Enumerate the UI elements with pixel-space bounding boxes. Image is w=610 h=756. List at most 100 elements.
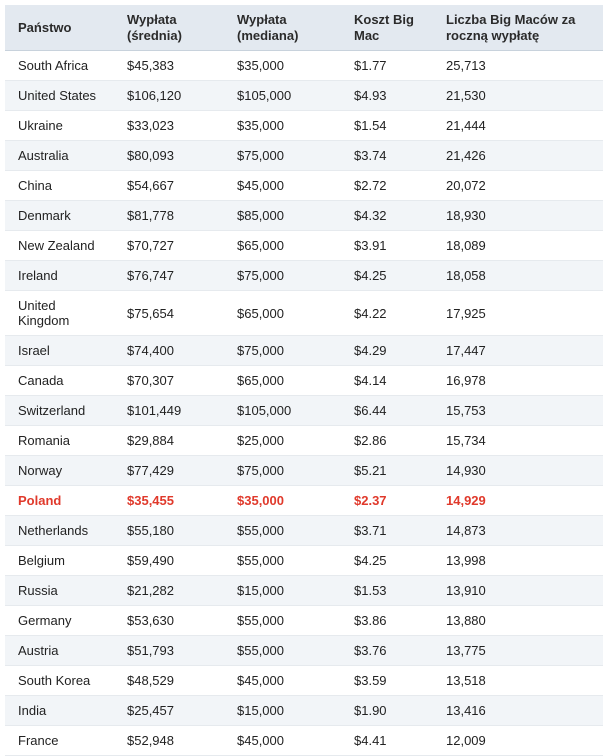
cell-mean-salary: $80,093 <box>114 140 224 171</box>
bigmac-table-container: Państwo Wypłata (średnia) Wypłata (media… <box>5 5 603 756</box>
table-row: Ireland $76,747 $75,000 $4.25 18,058 <box>5 260 603 291</box>
table-row: Poland $35,455 $35,000 $2.37 14,929 <box>5 485 603 516</box>
cell-median-salary: $75,000 <box>224 335 341 366</box>
cell-median-salary: $85,000 <box>224 200 341 231</box>
cell-mean-salary: $53,630 <box>114 605 224 636</box>
cell-bigmacs-count: 14,873 <box>433 515 603 546</box>
cell-country: South Korea <box>5 665 114 696</box>
cell-bigmacs-count: 18,058 <box>433 260 603 291</box>
cell-bigmac-cost: $1.90 <box>341 695 433 726</box>
table-row: Switzerland $101,449 $105,000 $6.44 15,753 <box>5 395 603 426</box>
cell-mean-salary: $25,457 <box>114 695 224 726</box>
table-row: Romania $29,884 $25,000 $2.86 15,734 <box>5 425 603 456</box>
table-row: Denmark $81,778 $85,000 $4.32 18,930 <box>5 200 603 231</box>
cell-bigmacs-count: 25,713 <box>433 50 603 81</box>
cell-bigmacs-count: 13,518 <box>433 665 603 696</box>
cell-country: Romania <box>5 425 114 456</box>
cell-mean-salary: $59,490 <box>114 545 224 576</box>
cell-median-salary: $35,000 <box>224 50 341 81</box>
table-row: Australia $80,093 $75,000 $3.74 21,426 <box>5 140 603 171</box>
table-row: Canada $70,307 $65,000 $4.14 16,978 <box>5 365 603 396</box>
cell-mean-salary: $48,529 <box>114 665 224 696</box>
cell-bigmacs-count: 16,978 <box>433 365 603 396</box>
cell-bigmac-cost: $2.37 <box>341 485 433 516</box>
cell-bigmacs-count: 18,930 <box>433 200 603 231</box>
cell-mean-salary: $70,307 <box>114 365 224 396</box>
cell-country: Australia <box>5 140 114 171</box>
table-header: Państwo Wypłata (średnia) Wypłata (media… <box>5 5 603 51</box>
cell-bigmac-cost: $4.32 <box>341 200 433 231</box>
table-row: China $54,667 $45,000 $2.72 20,072 <box>5 170 603 201</box>
header-bigmac-cost[interactable]: Koszt Big Mac <box>341 5 433 51</box>
table-row: South Korea $48,529 $45,000 $3.59 13,518 <box>5 665 603 696</box>
cell-country: Switzerland <box>5 395 114 426</box>
table-row: India $25,457 $15,000 $1.90 13,416 <box>5 695 603 726</box>
cell-bigmac-cost: $3.86 <box>341 605 433 636</box>
cell-country: Denmark <box>5 200 114 231</box>
cell-country: United States <box>5 80 114 111</box>
table-row: Netherlands $55,180 $55,000 $3.71 14,873 <box>5 515 603 546</box>
cell-median-salary: $105,000 <box>224 395 341 426</box>
cell-median-salary: $35,000 <box>224 485 341 516</box>
cell-country: United Kingdom <box>5 290 114 336</box>
cell-bigmac-cost: $6.44 <box>341 395 433 426</box>
cell-bigmacs-count: 15,753 <box>433 395 603 426</box>
cell-bigmac-cost: $4.41 <box>341 725 433 756</box>
cell-bigmacs-count: 13,416 <box>433 695 603 726</box>
header-bigmacs-per-salary[interactable]: Liczba Big Maców za roczną wypłatę <box>433 5 603 51</box>
table-row: Russia $21,282 $15,000 $1.53 13,910 <box>5 575 603 606</box>
table-row: New Zealand $70,727 $65,000 $3.91 18,089 <box>5 230 603 261</box>
cell-mean-salary: $101,449 <box>114 395 224 426</box>
cell-country: Austria <box>5 635 114 666</box>
cell-country: Canada <box>5 365 114 396</box>
cell-median-salary: $65,000 <box>224 290 341 336</box>
cell-bigmac-cost: $4.29 <box>341 335 433 366</box>
cell-bigmac-cost: $4.25 <box>341 545 433 576</box>
cell-mean-salary: $76,747 <box>114 260 224 291</box>
cell-bigmacs-count: 13,910 <box>433 575 603 606</box>
cell-mean-salary: $74,400 <box>114 335 224 366</box>
cell-bigmac-cost: $1.54 <box>341 110 433 141</box>
header-country[interactable]: Państwo <box>5 5 114 51</box>
cell-bigmacs-count: 21,444 <box>433 110 603 141</box>
cell-median-salary: $15,000 <box>224 575 341 606</box>
cell-bigmac-cost: $2.86 <box>341 425 433 456</box>
cell-bigmac-cost: $4.22 <box>341 290 433 336</box>
cell-mean-salary: $75,654 <box>114 290 224 336</box>
header-mean-salary[interactable]: Wypłata (średnia) <box>114 5 224 51</box>
cell-bigmacs-count: 13,880 <box>433 605 603 636</box>
cell-bigmac-cost: $4.93 <box>341 80 433 111</box>
table-row: Germany $53,630 $55,000 $3.86 13,880 <box>5 605 603 636</box>
cell-country: France <box>5 725 114 756</box>
header-median-salary[interactable]: Wypłata (mediana) <box>224 5 341 51</box>
table-row: Austria $51,793 $55,000 $3.76 13,775 <box>5 635 603 666</box>
cell-mean-salary: $70,727 <box>114 230 224 261</box>
cell-bigmac-cost: $5.21 <box>341 455 433 486</box>
cell-bigmac-cost: $4.25 <box>341 260 433 291</box>
cell-median-salary: $35,000 <box>224 110 341 141</box>
cell-country: Ukraine <box>5 110 114 141</box>
cell-bigmacs-count: 21,426 <box>433 140 603 171</box>
table-row: France $52,948 $45,000 $4.41 12,009 <box>5 725 603 756</box>
cell-country: India <box>5 695 114 726</box>
cell-bigmacs-count: 12,009 <box>433 725 603 756</box>
table-row: United States $106,120 $105,000 $4.93 21,530 <box>5 80 603 111</box>
cell-country: Israel <box>5 335 114 366</box>
cell-bigmacs-count: 20,072 <box>433 170 603 201</box>
cell-bigmacs-count: 13,775 <box>433 635 603 666</box>
cell-country: Belgium <box>5 545 114 576</box>
cell-mean-salary: $55,180 <box>114 515 224 546</box>
cell-mean-salary: $54,667 <box>114 170 224 201</box>
cell-bigmac-cost: $4.14 <box>341 365 433 396</box>
table-row: Ukraine $33,023 $35,000 $1.54 21,444 <box>5 110 603 141</box>
cell-country: China <box>5 170 114 201</box>
bigmac-table: Państwo Wypłata (średnia) Wypłata (media… <box>5 5 603 756</box>
cell-mean-salary: $51,793 <box>114 635 224 666</box>
cell-bigmac-cost: $3.59 <box>341 665 433 696</box>
table-row: Norway $77,429 $75,000 $5.21 14,930 <box>5 455 603 486</box>
cell-median-salary: $55,000 <box>224 605 341 636</box>
cell-mean-salary: $35,455 <box>114 485 224 516</box>
cell-median-salary: $105,000 <box>224 80 341 111</box>
cell-bigmacs-count: 21,530 <box>433 80 603 111</box>
cell-mean-salary: $21,282 <box>114 575 224 606</box>
